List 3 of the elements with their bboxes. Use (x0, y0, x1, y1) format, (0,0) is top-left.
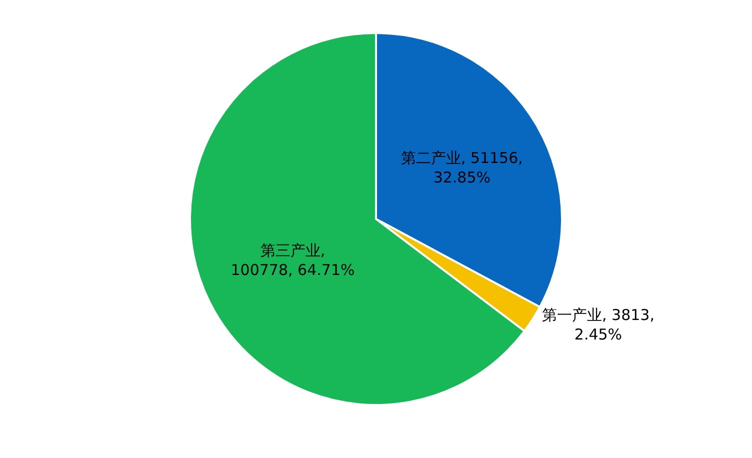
slice-label: 第二产业, 51156, 32.85% (400, 148, 523, 186)
slice-label: 第三产业, 100778, 64.71% (230, 242, 355, 280)
slice-label: 第一产业, 3813, 2.45% (542, 306, 654, 344)
